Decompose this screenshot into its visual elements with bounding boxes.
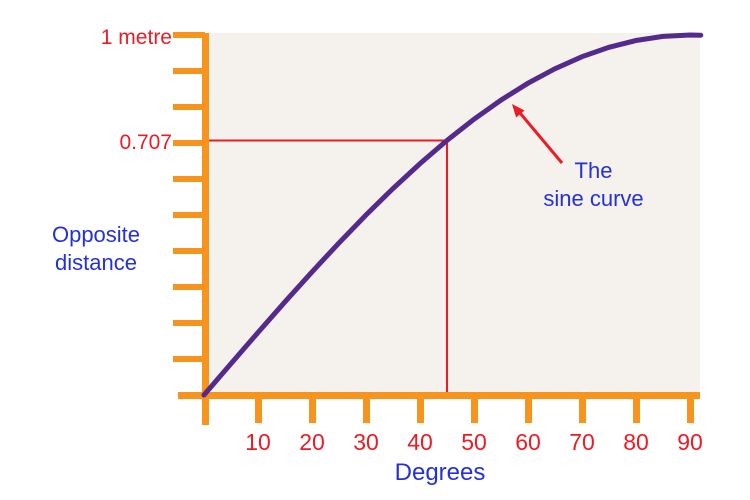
y-axis-tick — [173, 356, 205, 362]
y-axis-title: Opposite distance — [26, 221, 166, 277]
x-axis-tick-label: 90 — [677, 429, 703, 455]
y-max-label: 1 metre — [100, 26, 172, 49]
y-axis-tick — [173, 140, 205, 146]
curve-annotation: The sine curve — [521, 157, 666, 213]
x-axis-tick — [362, 395, 370, 423]
x-axis-title: Degrees — [394, 459, 486, 486]
x-axis-tick-label: 30 — [353, 429, 379, 455]
x-axis-tick-label: 50 — [461, 429, 487, 455]
y-reference-value-label: 0.707 — [119, 131, 172, 154]
x-axis-tick — [632, 395, 640, 423]
y-axis-tick — [173, 320, 205, 326]
x-axis-tick — [578, 395, 586, 423]
curve-annotation-line1: The — [574, 158, 613, 183]
x-axis-tick-label: 20 — [299, 429, 325, 455]
y-axis-title-line2: distance — [55, 250, 137, 275]
y-axis-tick — [173, 248, 205, 254]
x-axis-tick — [416, 395, 424, 423]
x-axis-tick — [254, 395, 262, 423]
x-axis-tick — [524, 395, 532, 423]
x-axis-tick-label: 40 — [407, 429, 433, 455]
y-axis-tick — [173, 32, 205, 38]
x-axis-tick-label: 80 — [623, 429, 649, 455]
x-axis-tick — [686, 395, 694, 423]
y-axis-tick — [173, 284, 205, 290]
y-axis-tick — [173, 104, 205, 110]
x-axis-tick — [308, 395, 316, 423]
x-axis-tick-label: 10 — [245, 429, 271, 455]
x-axis-tick-label: 70 — [569, 429, 595, 455]
x-axis-tick-label: 60 — [515, 429, 541, 455]
y-axis-tick — [173, 212, 205, 218]
y-axis-tick — [173, 68, 205, 74]
y-axis-tick — [173, 176, 205, 182]
y-axis-title-line1: Opposite — [51, 222, 141, 247]
x-axis-tick — [470, 395, 478, 423]
y-axis — [202, 33, 209, 425]
curve-annotation-line2: sine curve — [543, 186, 644, 211]
